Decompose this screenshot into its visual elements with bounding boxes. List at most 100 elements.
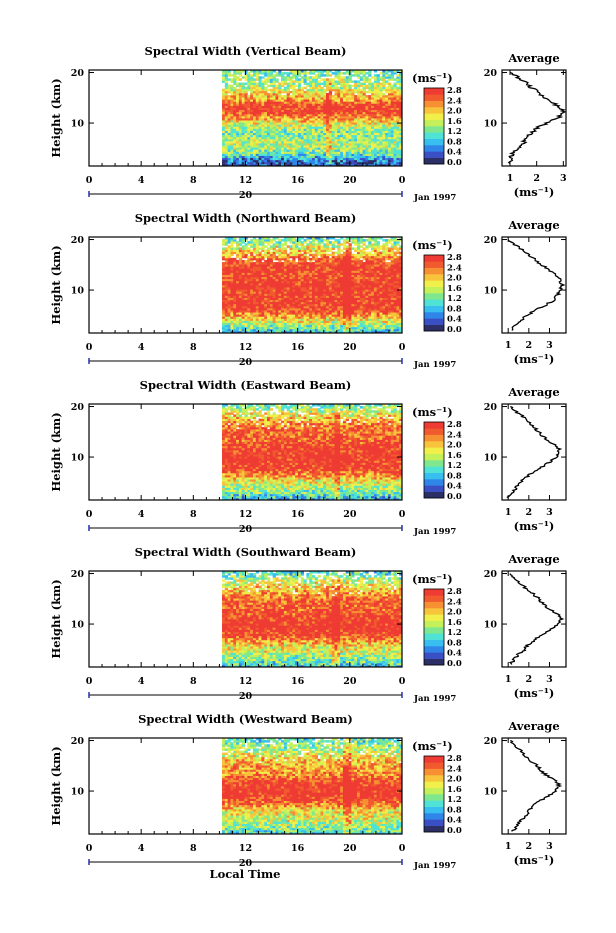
heatmap-cell	[273, 74, 276, 76]
heatmap-cell	[332, 78, 335, 80]
heatmap-cell	[275, 85, 278, 87]
heatmap-cell	[335, 239, 338, 241]
heatmap-cell	[351, 247, 354, 249]
heatmap-cell	[332, 252, 335, 254]
heatmap-cell	[306, 72, 309, 74]
heatmap-cell	[304, 91, 307, 93]
x-tick-label: 4	[138, 175, 145, 186]
heatmap-cell	[391, 85, 394, 87]
panel-title: Spectral Width (Northward Beam)	[135, 211, 357, 225]
heatmap-cell	[275, 250, 278, 252]
colorbar-unit: (ms⁻¹)	[412, 71, 453, 85]
heatmap-cell	[340, 72, 343, 74]
heatmap-cell	[335, 256, 338, 258]
heatmap-cell	[323, 78, 326, 80]
heatmap-cell	[306, 76, 309, 78]
heatmap-cell	[371, 83, 374, 85]
heatmap-cell	[273, 262, 276, 264]
heatmap-cell	[290, 95, 293, 97]
heatmap-cell	[236, 83, 239, 85]
x-tick-label: 20	[343, 175, 357, 186]
heatmap-cell	[365, 91, 368, 93]
heatmap-cell	[247, 256, 250, 258]
heatmap-cell	[228, 95, 231, 97]
heatmap-cell	[275, 262, 278, 264]
x-tick-label: 16	[291, 175, 305, 186]
heatmap-cell	[233, 258, 236, 260]
heatmap-cell	[320, 87, 323, 89]
heatmap-cell	[320, 78, 323, 80]
colorbar-tick-label: 2.4	[447, 96, 462, 106]
colorbar-tick-label: 2.8	[447, 86, 462, 96]
heatmap-cell	[230, 78, 233, 80]
heatmap-cell	[354, 80, 357, 82]
average-y-tick-label: 10	[484, 119, 498, 130]
heatmap-cell	[264, 78, 267, 80]
heatmap-cell	[374, 74, 377, 76]
heatmap-cell	[329, 241, 332, 243]
heatmap-cell	[304, 87, 307, 89]
heatmap-cell	[329, 78, 332, 80]
heatmap-cell	[270, 89, 273, 91]
heatmap-cell	[245, 260, 248, 262]
heatmap-cell	[281, 95, 284, 97]
average-title: Average	[507, 51, 559, 65]
heatmap-cell	[259, 76, 262, 78]
heatmap-cell	[365, 72, 368, 74]
heatmap-cell	[304, 239, 307, 241]
heatmap-cell	[306, 243, 309, 245]
heatmap-cell	[295, 85, 298, 87]
heatmap-cell	[284, 72, 287, 74]
heatmap-cell	[261, 76, 264, 78]
heatmap-cell	[329, 247, 332, 249]
colorbar-tick-label: 1.2	[447, 127, 462, 137]
heatmap-cell	[242, 260, 245, 262]
heatmap-cell	[236, 260, 239, 262]
colorbar-segment	[424, 94, 444, 101]
heatmap-cell	[306, 256, 309, 258]
x-tick-label: 8	[190, 175, 197, 186]
heatmap-cell	[382, 93, 385, 95]
heatmap-cell	[281, 239, 284, 241]
x-tick-label: 0	[86, 175, 93, 186]
heatmap-cells	[222, 70, 402, 166]
heatmap-cell	[360, 83, 363, 85]
heatmap-cell	[264, 245, 267, 247]
heatmap-cell	[250, 250, 253, 252]
heatmap-cell	[304, 245, 307, 247]
heatmap-cell	[222, 262, 225, 264]
colorbar-segment	[424, 145, 444, 152]
heatmap-cell	[222, 247, 225, 249]
heatmap-cell	[278, 83, 281, 85]
heatmap-cell	[388, 74, 391, 76]
heatmap-cell	[287, 83, 290, 85]
heatmap-cell	[320, 245, 323, 247]
heatmap-cell	[340, 243, 343, 245]
heatmap-cell	[315, 74, 318, 76]
heatmap-cell	[284, 87, 287, 89]
heatmap-cell	[247, 95, 250, 97]
heatmap-cell	[351, 254, 354, 256]
heatmap-cell	[222, 239, 225, 241]
day-label: 20	[239, 190, 253, 201]
heatmap-cell	[228, 85, 231, 87]
heatmap-cell	[335, 245, 338, 247]
heatmap-cell	[301, 87, 304, 89]
heatmap-cell	[323, 243, 326, 245]
heatmap-cell	[275, 256, 278, 258]
heatmap-cell	[247, 247, 250, 249]
heatmap-cell	[247, 72, 250, 74]
colorbar-segment	[424, 139, 444, 146]
colorbar-segment	[424, 120, 444, 127]
colorbar-segment	[424, 101, 444, 108]
heatmap-cell	[340, 76, 343, 78]
heatmap-cell	[357, 80, 360, 82]
panel-title: Spectral Width (Vertical Beam)	[145, 44, 347, 58]
heatmap-cell	[284, 247, 287, 249]
heatmap-cell	[380, 72, 383, 74]
heatmap-cell	[315, 243, 318, 245]
heatmap-cell	[368, 95, 371, 97]
heatmap-cell	[270, 245, 273, 247]
heatmap-cell	[275, 241, 278, 243]
heatmap-cell	[365, 85, 368, 87]
